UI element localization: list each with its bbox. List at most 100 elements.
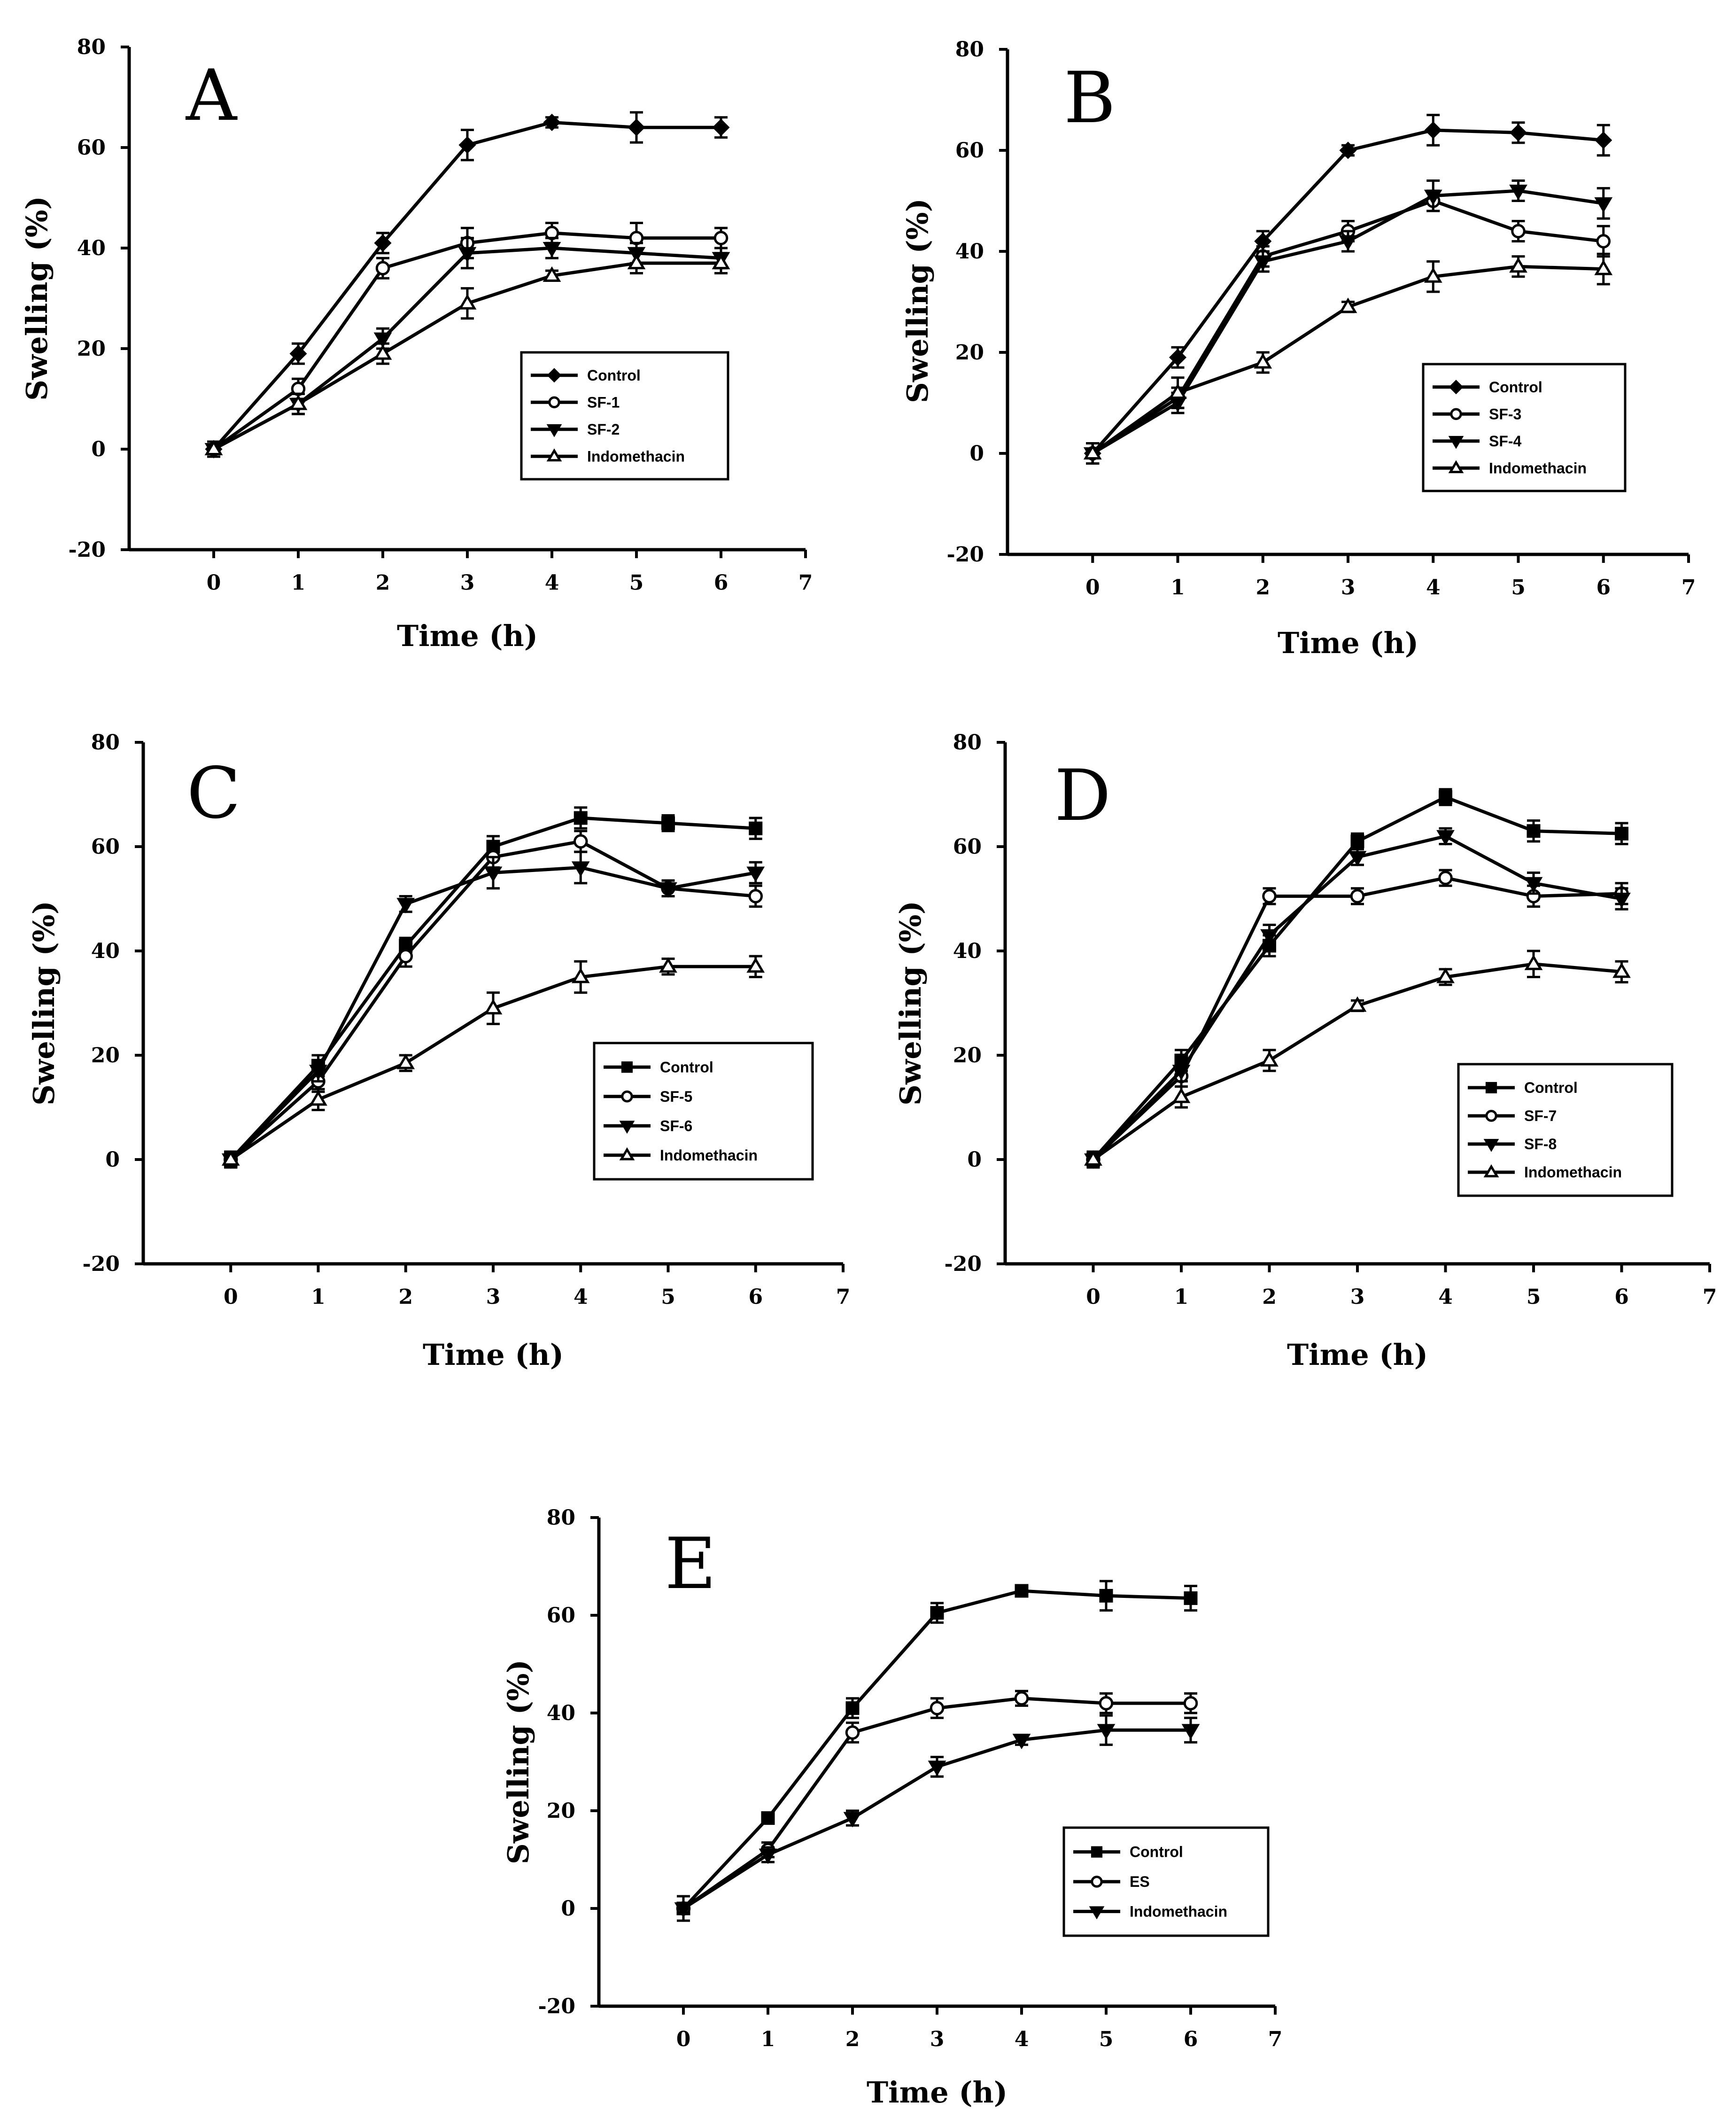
data-point (374, 234, 392, 252)
x-tick-label: 3 (1350, 1285, 1365, 1309)
data-point (289, 394, 308, 410)
data-point (674, 1902, 693, 1918)
y-tick-label: 40 (955, 240, 984, 264)
legend-label: ES (1130, 1873, 1150, 1890)
data-point (484, 866, 503, 882)
data-point (1524, 954, 1543, 970)
x-axis-title: Time (h) (1278, 626, 1418, 660)
data-point (1424, 267, 1442, 283)
data-point (1015, 1584, 1029, 1598)
legend-swatch-marker (1450, 408, 1462, 420)
data-point (1509, 257, 1527, 273)
x-tick-label: 3 (930, 2027, 945, 2051)
x-tick-label: 5 (1099, 2027, 1114, 2051)
y-axis-title: Swelling (%) (501, 1659, 535, 1864)
x-tick-label: 1 (291, 571, 306, 595)
data-point (373, 332, 392, 348)
data-point (746, 957, 765, 973)
data-point (1014, 1691, 1029, 1706)
x-tick-label: 2 (1256, 576, 1270, 600)
data-point (396, 898, 415, 914)
x-tick-label: 4 (574, 1285, 588, 1309)
y-tick-label: 0 (561, 1897, 575, 1921)
data-point (543, 113, 561, 132)
data-point (759, 1848, 777, 1864)
data-point (1099, 1588, 1113, 1603)
data-point (928, 1760, 946, 1776)
data-point (1612, 962, 1631, 978)
y-tick-label: 40 (91, 939, 120, 963)
legend-label: Control (587, 367, 641, 384)
y-tick-label: 40 (77, 236, 106, 260)
data-point (1084, 1150, 1102, 1166)
data-point (1439, 790, 1452, 804)
y-axis-title: Swelling (%) (20, 196, 54, 401)
data-point (309, 1090, 327, 1106)
legend-swatch-marker (619, 1121, 635, 1134)
y-tick-label: 40 (953, 939, 982, 963)
data-point (1424, 189, 1442, 205)
legend-swatch-marker (1485, 1110, 1497, 1122)
x-tick-label: 7 (1268, 2027, 1283, 2051)
x-tick-label: 7 (836, 1285, 851, 1309)
chart-panel-e: -20 0 20 40 60 80 0 1 2 3 4 5 6 7 Time (h) Swelling (%)… (501, 1506, 1282, 2110)
x-tick-label: 1 (1174, 1285, 1189, 1309)
data-point (1594, 259, 1613, 275)
data-point (1184, 1591, 1198, 1605)
legend-label: Indomethacin (1130, 1903, 1227, 1920)
x-axis-title: Time (h) (423, 1338, 564, 1372)
data-point (713, 231, 728, 245)
legend-label: Indomethacin (1524, 1164, 1622, 1181)
data-point (1254, 353, 1272, 369)
data-point (1350, 834, 1364, 849)
data-point (398, 949, 413, 964)
data-point (1172, 1065, 1191, 1081)
series-indomethacin (221, 955, 765, 1169)
legend-swatch-marker (1091, 1876, 1103, 1888)
data-point (1348, 996, 1367, 1012)
data-point (1183, 1696, 1198, 1711)
y-tick-label: 20 (953, 1043, 982, 1067)
data-point (1424, 121, 1442, 139)
panel-label: C (187, 753, 241, 834)
legend-swatch-marker (1485, 1082, 1497, 1094)
y-tick-label: 0 (91, 437, 106, 461)
legend-swatch-marker (1448, 436, 1464, 449)
data-point (930, 1606, 944, 1620)
data-point (1339, 297, 1357, 313)
data-point (571, 967, 590, 983)
legend-label: Indomethacin (1489, 459, 1587, 476)
x-tick-label: 5 (1527, 1285, 1541, 1309)
data-point (1097, 1724, 1116, 1740)
legend-swatch-marker (1091, 1846, 1103, 1858)
y-tick-label: -20 (83, 1252, 120, 1276)
x-tick-label: 5 (1511, 576, 1526, 600)
panel-label: B (1064, 57, 1116, 139)
y-tick-label: 20 (77, 337, 106, 361)
data-point (628, 118, 645, 136)
legend: Control SF-7 SF-8 Indomethacin (1457, 1063, 1674, 1197)
data-point (659, 957, 677, 973)
data-point (1511, 224, 1526, 239)
y-tick-label: -20 (69, 538, 106, 562)
data-point (458, 136, 476, 154)
data-point (309, 1065, 327, 1081)
data-point (1260, 1051, 1279, 1067)
data-point (1083, 444, 1102, 459)
x-tick-label: 6 (1184, 2027, 1198, 2051)
legend: Control SF-3 SF-4 Indomethacin (1422, 363, 1627, 492)
y-tick-label: 0 (105, 1148, 120, 1172)
data-point (845, 1701, 860, 1715)
x-tick-label: 4 (1015, 2027, 1029, 2051)
series-indomethacin (1084, 950, 1631, 1169)
legend-swatch-marker (547, 368, 562, 383)
data-point (1527, 824, 1541, 838)
legend-label: Control (1524, 1079, 1578, 1096)
series-control (676, 1580, 1198, 1922)
y-tick-label: 0 (967, 1148, 982, 1172)
y-tick-label: -20 (538, 1994, 576, 2018)
x-tick-label: 7 (798, 571, 813, 595)
x-tick-label: 0 (1085, 576, 1100, 600)
y-tick-label: 60 (547, 1604, 575, 1627)
data-point (843, 1812, 862, 1828)
